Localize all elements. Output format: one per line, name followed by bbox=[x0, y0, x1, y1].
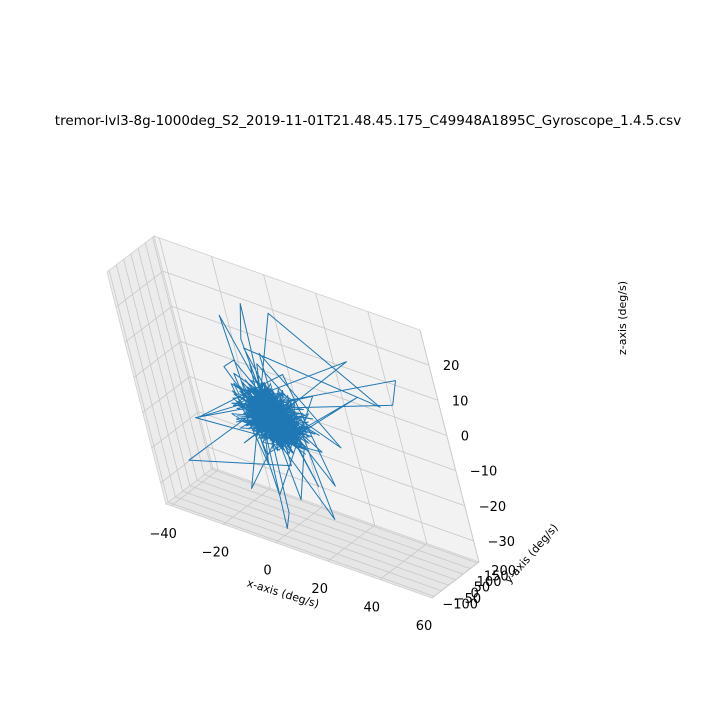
grid-line-y bbox=[204, 474, 471, 570]
grid-line-y bbox=[144, 242, 205, 475]
x-tick-label: 60 bbox=[416, 619, 433, 634]
grid-line-y bbox=[123, 259, 184, 492]
grid-line-z bbox=[124, 305, 173, 343]
axis-ticks: −40−200204060−100−50050100150200−30−20−1… bbox=[149, 359, 516, 634]
z-tick-label: −20 bbox=[479, 500, 506, 515]
z-axis-label: z-axis (deg/s) bbox=[616, 281, 629, 355]
z-tick-label: 20 bbox=[443, 359, 460, 374]
z-tick-label: 10 bbox=[452, 394, 469, 409]
x-tick-label: −20 bbox=[202, 545, 229, 560]
grid-line-y bbox=[211, 468, 478, 564]
grid-line-z bbox=[133, 341, 182, 378]
grid-line-y bbox=[182, 490, 449, 586]
grid-line-y bbox=[152, 237, 212, 470]
grid-line-x bbox=[210, 256, 271, 489]
grid-line-z bbox=[207, 446, 474, 542]
y-tick-label: 50 bbox=[474, 581, 491, 596]
grid-line-z bbox=[198, 411, 465, 507]
y-tick-label: −100 bbox=[442, 597, 478, 612]
grid-line-z bbox=[115, 270, 164, 308]
y-tick-label: 100 bbox=[477, 575, 502, 590]
grid-line-y bbox=[168, 501, 435, 597]
grid-line-y bbox=[108, 270, 169, 503]
grid-line-x bbox=[315, 293, 376, 526]
grid-line-y bbox=[130, 253, 191, 486]
grid-line-z bbox=[162, 270, 430, 366]
z-tick-label: 0 bbox=[461, 430, 469, 445]
x-tick-label: 20 bbox=[311, 582, 328, 597]
grid-line-z bbox=[171, 305, 439, 401]
grid-line-z bbox=[151, 411, 199, 449]
grid-line-x bbox=[263, 274, 323, 507]
x-tick-label: 0 bbox=[263, 564, 271, 579]
y-axis-label: y-axis (deg/s) bbox=[502, 521, 561, 586]
x-axis-label: x-axis (deg/s) bbox=[245, 577, 320, 611]
grid-line-y bbox=[196, 479, 464, 575]
grid-line-x bbox=[158, 237, 219, 470]
y-tick-label: 0 bbox=[470, 586, 478, 601]
x-tick-label: 40 bbox=[364, 601, 381, 616]
z-tick-label: −30 bbox=[488, 535, 515, 550]
grid-line-x bbox=[367, 311, 428, 544]
grid-line-y bbox=[116, 264, 176, 497]
grid-line-z bbox=[180, 341, 447, 436]
grid-line-z bbox=[142, 376, 191, 413]
grid-lines bbox=[108, 237, 480, 599]
grid-line-z bbox=[160, 446, 208, 484]
series-cluster bbox=[231, 379, 316, 455]
grid-line-x bbox=[419, 329, 480, 563]
grid-line-y bbox=[137, 248, 198, 481]
x-tick-label: −40 bbox=[149, 527, 176, 542]
data-trace bbox=[188, 303, 396, 529]
z-tick-label: −10 bbox=[470, 465, 497, 480]
grid-line-y bbox=[189, 485, 456, 581]
y-tick-label: 200 bbox=[491, 564, 516, 579]
grid-line-y bbox=[175, 496, 442, 592]
y-tick-label: −50 bbox=[454, 592, 481, 607]
y-tick-label: 150 bbox=[484, 570, 509, 585]
chart-title: tremor-lvl3-8g-1000deg_S2_2019-11-01T21.… bbox=[55, 113, 681, 129]
